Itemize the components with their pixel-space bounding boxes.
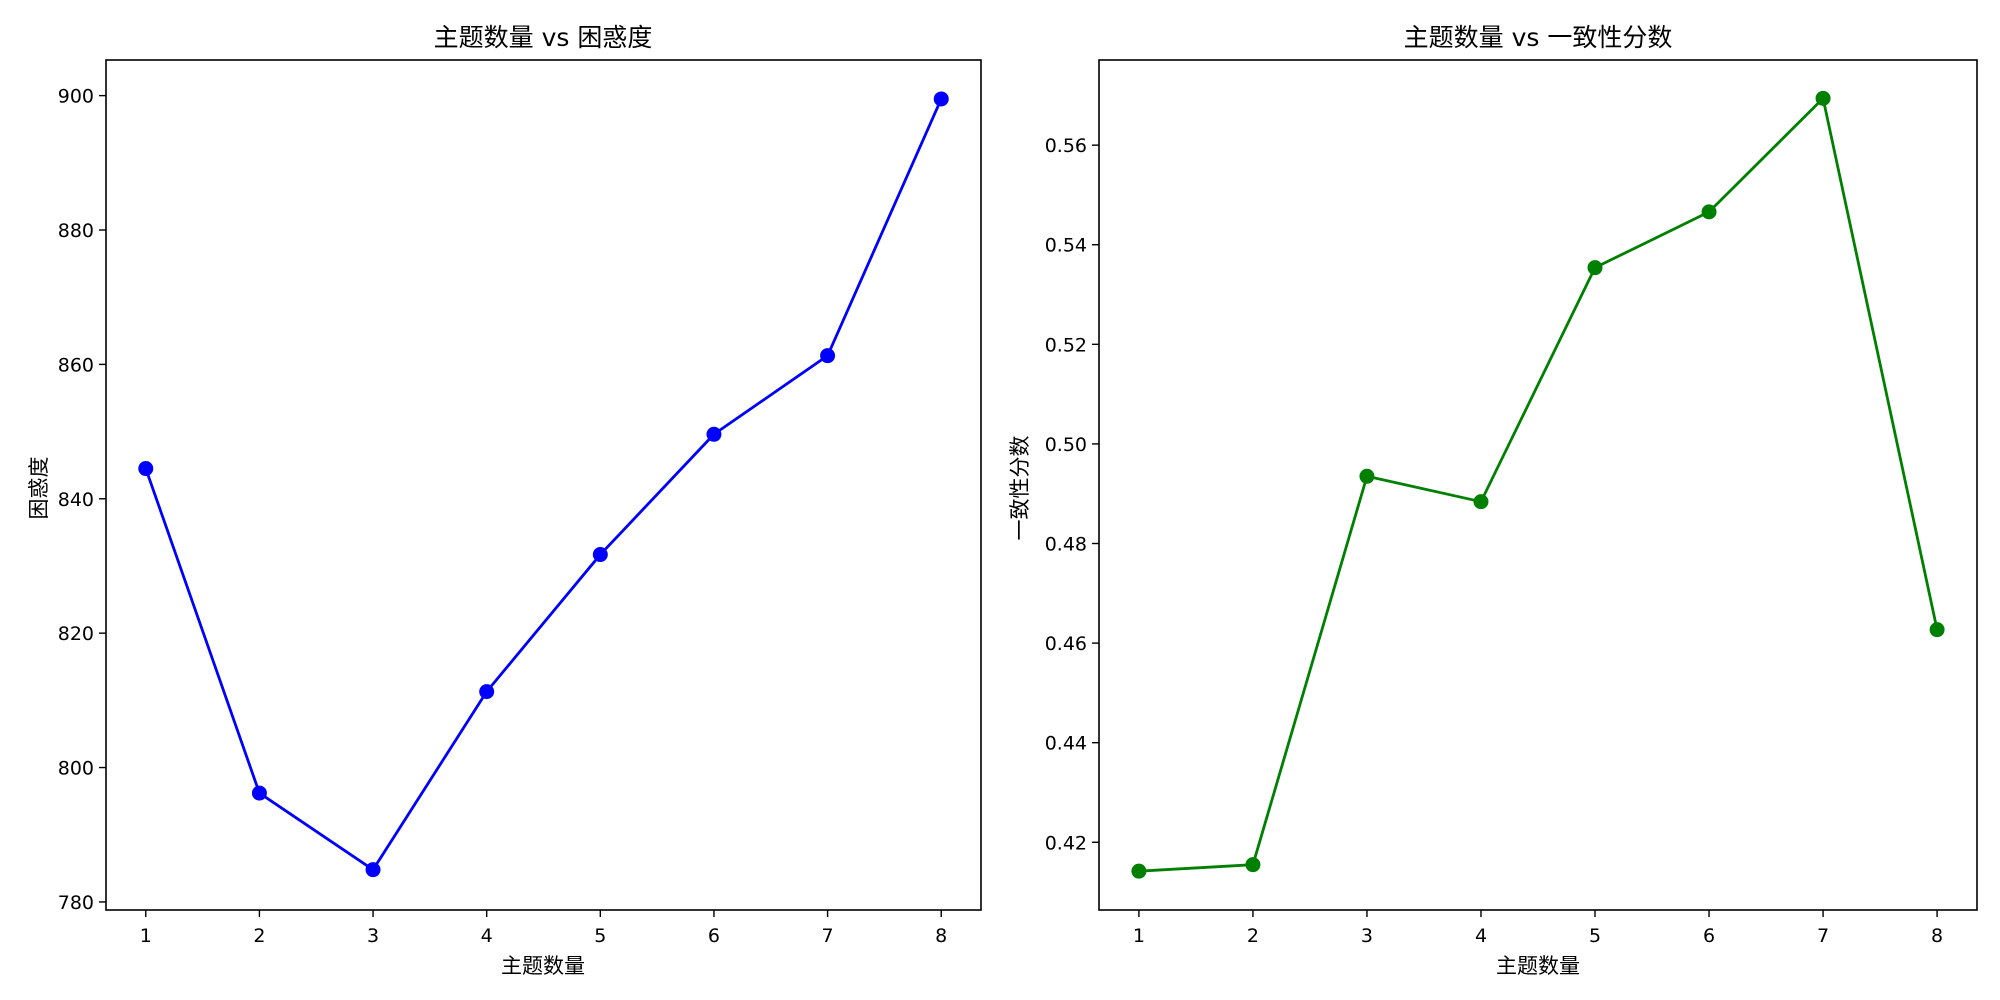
x-tick-label: 6 [708, 925, 720, 947]
data-point [1473, 494, 1489, 510]
data-point [1359, 468, 1375, 484]
data-point [706, 426, 722, 442]
x-tick-label: 1 [140, 925, 152, 947]
x-tick-label: 3 [1361, 925, 1373, 947]
y-tick-label: 780 [58, 892, 94, 914]
x-tick-label: 5 [594, 925, 606, 947]
chart-title: 主题数量 vs 困惑度 [434, 23, 653, 52]
data-point [1131, 863, 1147, 879]
x-tick-label: 7 [1817, 925, 1829, 947]
axes-frame [1098, 59, 1978, 911]
data-point [1701, 204, 1717, 220]
x-tick-label: 4 [1475, 925, 1487, 947]
y-tick-label: 0.46 [1045, 633, 1087, 655]
y-tick-label: 0.54 [1045, 235, 1087, 257]
x-tick-label: 6 [1703, 925, 1715, 947]
y-tick-label: 0.50 [1045, 434, 1087, 456]
x-tick-label: 2 [1247, 925, 1259, 947]
y-tick-label: 0.52 [1045, 334, 1087, 356]
chart-perplexity: 主题数量 vs 困惑度 1 2 3 4 5 6 7 8 780 800 820 840 860 880 90… [27, 23, 982, 978]
data-point [138, 461, 154, 477]
y-tick-label: 900 [58, 86, 94, 108]
y-tick-label: 0.44 [1045, 733, 1087, 755]
data-point [1929, 622, 1945, 638]
y-tick-label: 800 [58, 758, 94, 780]
x-axis-label: 主题数量 [1496, 954, 1580, 978]
chart-coherence: 主题数量 vs 一致性分数 1 2 3 4 5 6 7 8 0.42 0.44 0.46 0.48 0.… [1008, 23, 1978, 978]
series-line [1138, 96, 1939, 873]
x-tick-label: 4 [481, 925, 493, 947]
chart-title: 主题数量 vs 一致性分数 [1404, 23, 1673, 52]
y-axis-label: 一致性分数 [1008, 436, 1032, 541]
y-tick-label: 820 [58, 623, 94, 645]
data-point [365, 862, 381, 878]
y-tick-label: 0.42 [1045, 832, 1087, 854]
x-tick-label: 5 [1589, 925, 1601, 947]
data-point [1815, 90, 1831, 106]
x-tick-label: 1 [1133, 925, 1145, 947]
x-tick-label: 7 [822, 925, 834, 947]
y-tick-label: 860 [58, 354, 94, 376]
data-point [251, 785, 267, 801]
y-tick-label: 840 [58, 489, 94, 511]
y-tick-label: 0.56 [1045, 135, 1087, 157]
axes-frame [105, 59, 982, 911]
data-point [1245, 857, 1261, 873]
data-point [1587, 260, 1603, 276]
data-point [933, 91, 949, 107]
plot-area: 1 2 3 4 5 6 7 8 0.42 0.44 0.46 0.48 0.50 0.52 0.54 0.56 [1045, 59, 1978, 947]
data-point [592, 547, 608, 563]
x-tick-label: 8 [935, 925, 947, 947]
x-tick-label: 3 [367, 925, 379, 947]
x-axis-label: 主题数量 [501, 954, 585, 978]
y-axis-label: 困惑度 [27, 457, 51, 520]
data-point [479, 684, 495, 700]
y-tick-label: 0.48 [1045, 534, 1087, 556]
x-tick-label: 2 [253, 925, 265, 947]
plot-area: 1 2 3 4 5 6 7 8 780 800 820 840 860 880 900 [58, 59, 982, 947]
x-tick-label: 8 [1931, 925, 1943, 947]
data-point [820, 348, 836, 364]
y-tick-label: 880 [58, 220, 94, 242]
series-line [144, 98, 943, 872]
